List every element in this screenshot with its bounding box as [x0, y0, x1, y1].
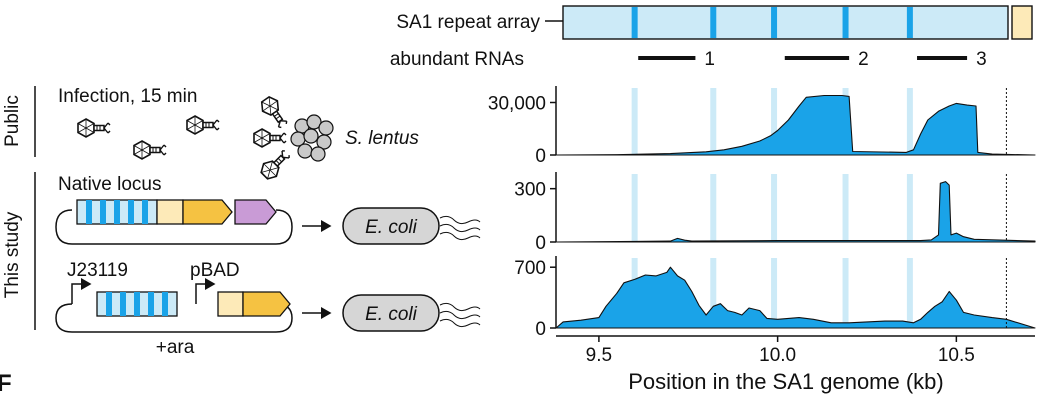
repeat-band — [710, 174, 717, 242]
native-plasmid — [55, 199, 293, 245]
x-axis-label: Position in the SA1 genome (kb) — [628, 369, 944, 394]
x-tick-label: 10.0 — [759, 345, 796, 366]
promoter1-arrow-icon — [71, 278, 92, 304]
y-tick-label: 300 — [514, 180, 546, 201]
abundant-rnas-label: abundant RNAs — [390, 49, 524, 70]
coverage-area — [555, 266, 1036, 329]
native-gene-yellow — [182, 199, 233, 225]
repeat-band — [710, 88, 717, 155]
repeat-spacer — [710, 7, 717, 38]
phage-icon — [253, 128, 287, 148]
y-tick-label: 0 — [535, 146, 546, 167]
construct-plasmid — [55, 278, 293, 333]
phage-icon — [133, 140, 167, 160]
x-tick-label: 9.5 — [586, 345, 612, 366]
repeat-spacer — [771, 7, 778, 38]
host-cell-cluster-icon — [290, 114, 334, 162]
repeat-array-label: SA1 repeat array — [396, 12, 540, 33]
promoter2-label: pBAD — [190, 260, 240, 281]
this-study-label: This study — [2, 211, 23, 298]
repeat-band — [906, 174, 913, 242]
construct-gene-yellow — [242, 291, 291, 317]
repeat-band — [771, 258, 778, 328]
infection-label: Infection, 15 min — [58, 86, 197, 107]
ara-label: +ara — [156, 337, 195, 358]
native-spacers — [86, 200, 148, 224]
coverage-track: 0 30,000 — [488, 86, 1036, 167]
construct-leader — [217, 291, 244, 317]
coverage-chart: 0 30,000 0 300 0 700 9.5 10.0 10.5 — [488, 86, 1036, 366]
repeat-spacer — [631, 7, 638, 38]
rna-label: 3 — [976, 49, 987, 70]
ecoli-label-1: E. coli — [365, 217, 418, 238]
repeat-band — [771, 174, 778, 242]
host-label: S. lentus — [345, 128, 419, 149]
repeat-spacer — [906, 7, 913, 38]
repeat-band — [906, 88, 913, 155]
native-locus-label: Native locus — [58, 174, 162, 195]
panel-letter-fragment: F — [0, 370, 12, 397]
repeat-band — [710, 258, 717, 328]
repeat-array-box — [562, 5, 1009, 40]
construct-spacers — [106, 292, 168, 316]
coverage-track: 0 700 — [514, 256, 1036, 340]
repeat-band — [771, 88, 778, 155]
y-tick-label: 700 — [514, 258, 546, 279]
x-tick-label: 10.5 — [938, 345, 975, 366]
coverage-area — [555, 94, 1036, 156]
ecoli-label-2: E. coli — [365, 304, 418, 325]
phage-icon — [77, 118, 111, 138]
y-tick-label: 0 — [535, 233, 546, 254]
flagella-icon — [439, 215, 481, 241]
phage-icon — [257, 93, 292, 132]
coverage-track: 0 300 — [514, 172, 1036, 254]
repeat-band — [906, 258, 913, 328]
rna-segments: 1 2 3 — [638, 49, 987, 70]
repeat-band — [631, 88, 638, 155]
repeat-band — [842, 258, 849, 328]
y-tick-label: 0 — [535, 319, 546, 340]
promoter2-arrow-icon — [195, 278, 216, 304]
phage-icon — [186, 115, 220, 135]
phage-icons — [77, 93, 295, 183]
rna-label: 2 — [858, 49, 869, 70]
repeat-spacer — [842, 7, 849, 38]
flagella-icon — [439, 302, 481, 328]
repeat-band — [631, 174, 638, 242]
leader-box — [1011, 5, 1033, 40]
ecoli-cell-1 — [342, 207, 440, 245]
phage-icon — [257, 145, 295, 183]
coverage-area — [555, 181, 1036, 243]
native-leader — [156, 199, 184, 225]
ecoli-cell-2 — [342, 294, 440, 332]
repeat-spacers — [631, 7, 913, 38]
repeat-band — [842, 174, 849, 242]
y-tick-label: 30,000 — [488, 94, 546, 115]
promoter1-label: J23119 — [67, 260, 128, 281]
public-label: Public — [2, 95, 23, 147]
rna-label: 1 — [704, 49, 715, 70]
native-gene-purple — [234, 199, 277, 225]
